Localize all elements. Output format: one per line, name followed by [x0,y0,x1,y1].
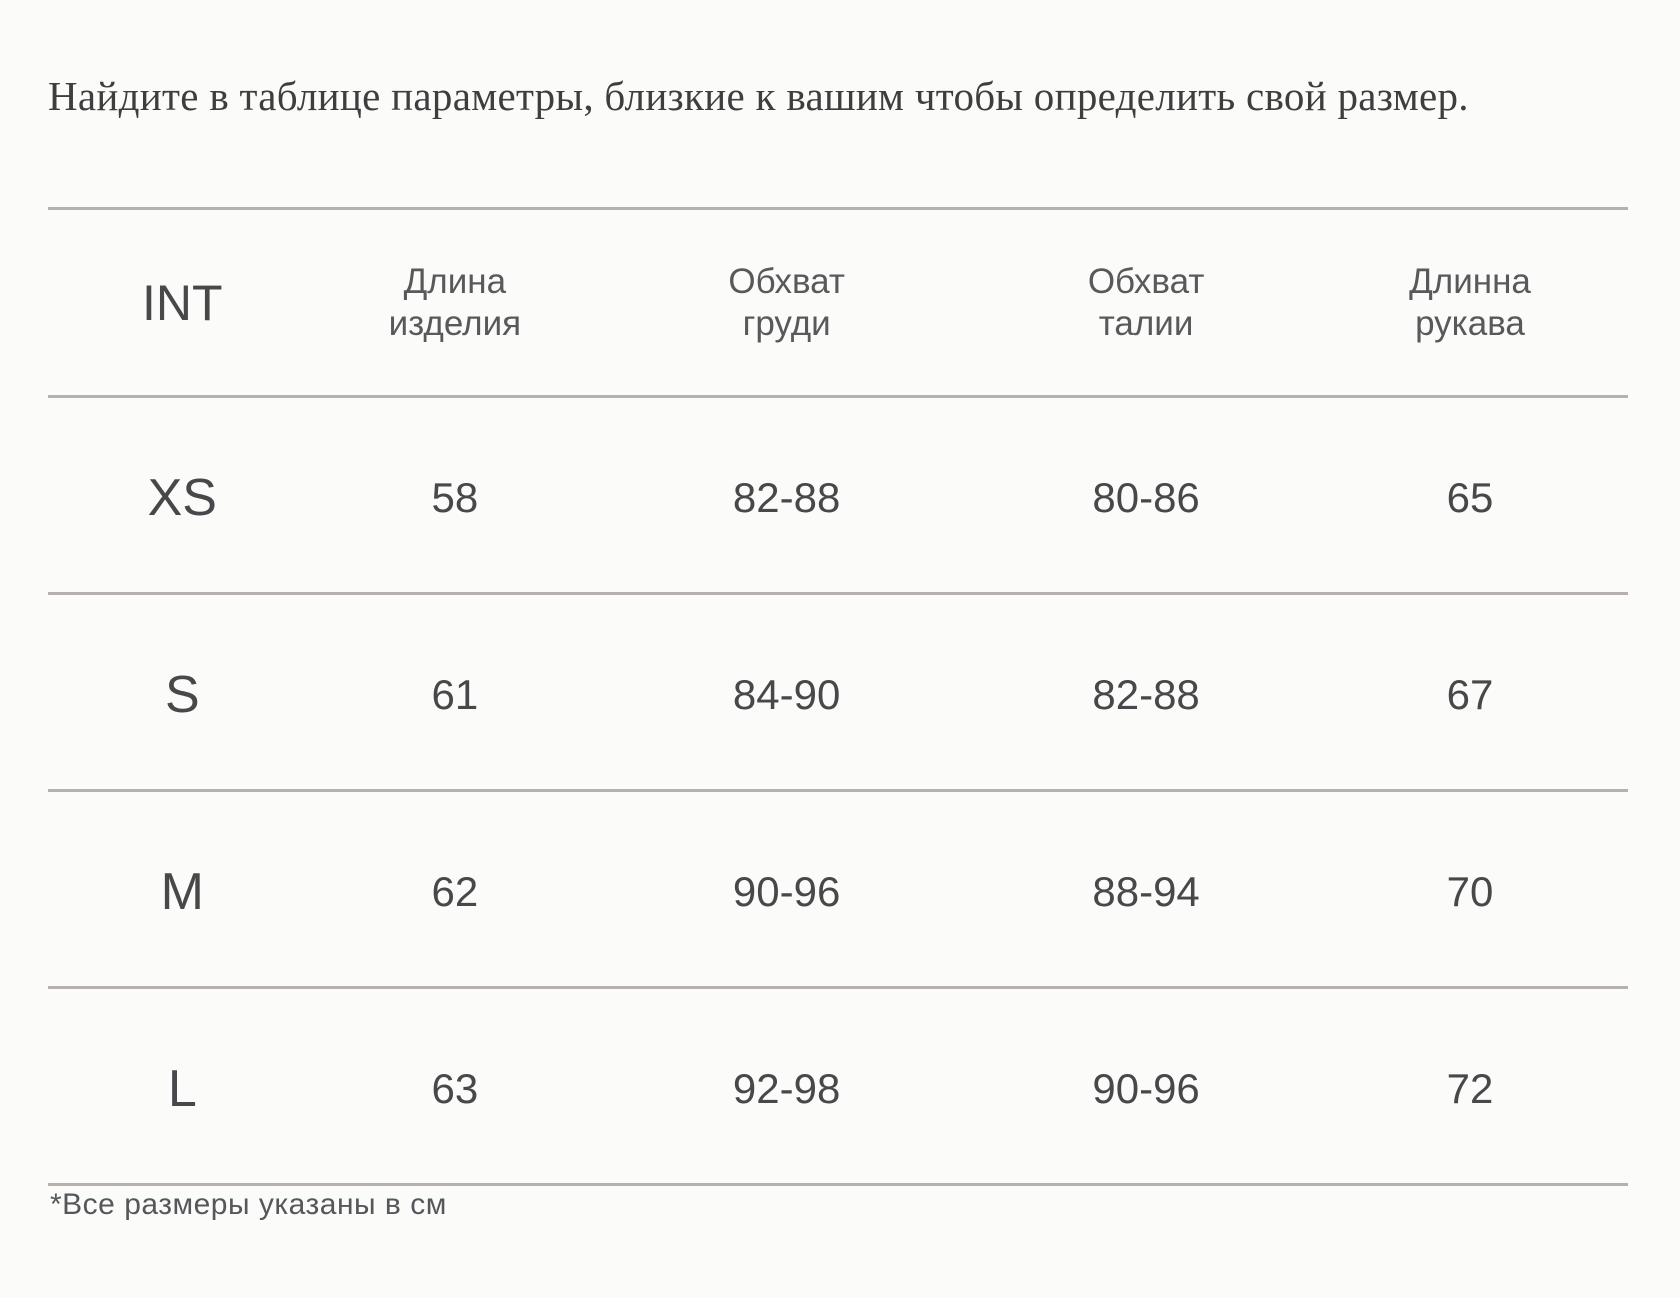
column-header-waist-line1: Обхват [1087,261,1205,301]
cell-s-waist: 82-88 [1092,671,1200,718]
cell-l-chest: 92-98 [732,1065,841,1112]
cell-l-waist: 90-96 [1092,1065,1200,1112]
cell-xs-item-length: 58 [431,474,479,521]
column-header-item-length: Длина изделия [317,209,594,397]
cell-m-item-length: 62 [431,868,479,915]
cell-l-item-length: 63 [431,1065,479,1112]
size-label-s: S [164,666,200,724]
column-header-sleeve-line2: рукава [1415,303,1525,343]
table-row-xs: XS 58 82-88 80-86 65 [48,397,1628,594]
column-header-item-length-line1: Длина [403,261,507,301]
column-header-waist: Обхват талии [980,209,1312,397]
table-row-l: L 63 92-98 90-96 72 [48,988,1628,1185]
cell-xs-sleeve: 65 [1446,474,1494,521]
cell-s-item-length: 61 [431,671,479,718]
page-title: Найдите в таблице параметры, близкие к в… [48,73,1469,119]
column-header-waist-line2: талии [1098,303,1194,343]
column-header-sleeve-line1: Длинна [1409,261,1531,301]
column-header-sleeve: Длинна рукава [1312,209,1628,397]
table-row-m: M 62 90-96 88-94 70 [48,791,1628,988]
column-header-chest-line2: груди [742,303,831,343]
column-header-chest: Обхват груди [593,209,980,397]
cell-l-sleeve: 72 [1446,1065,1494,1112]
column-header-chest-line1: Обхват [728,261,845,301]
cell-s-chest: 84-90 [732,671,841,718]
cell-xs-waist: 80-86 [1092,474,1200,521]
column-header-int: INT [48,209,317,397]
table-row-s: S 61 84-90 82-88 67 [48,594,1628,791]
size-label-l: L [167,1060,197,1118]
column-header-item-length-line2: изделия [388,303,522,343]
cell-m-chest: 90-96 [732,868,841,915]
size-label-m: M [160,863,204,921]
cell-s-sleeve: 67 [1446,671,1494,718]
units-footnote: *Все размеры указаны в см [50,1188,447,1221]
cell-xs-chest: 82-88 [732,474,841,521]
cell-m-waist: 88-94 [1092,868,1200,915]
cell-m-sleeve: 70 [1446,868,1494,915]
header-row: INT Длина изделия Обхват груди Обхват та… [48,208,1628,397]
column-header-int-label: INT [142,274,223,331]
size-label-xs: XS [147,469,217,527]
size-chart-table: INT Длина изделия Обхват груди Обхват та… [48,207,1628,1186]
